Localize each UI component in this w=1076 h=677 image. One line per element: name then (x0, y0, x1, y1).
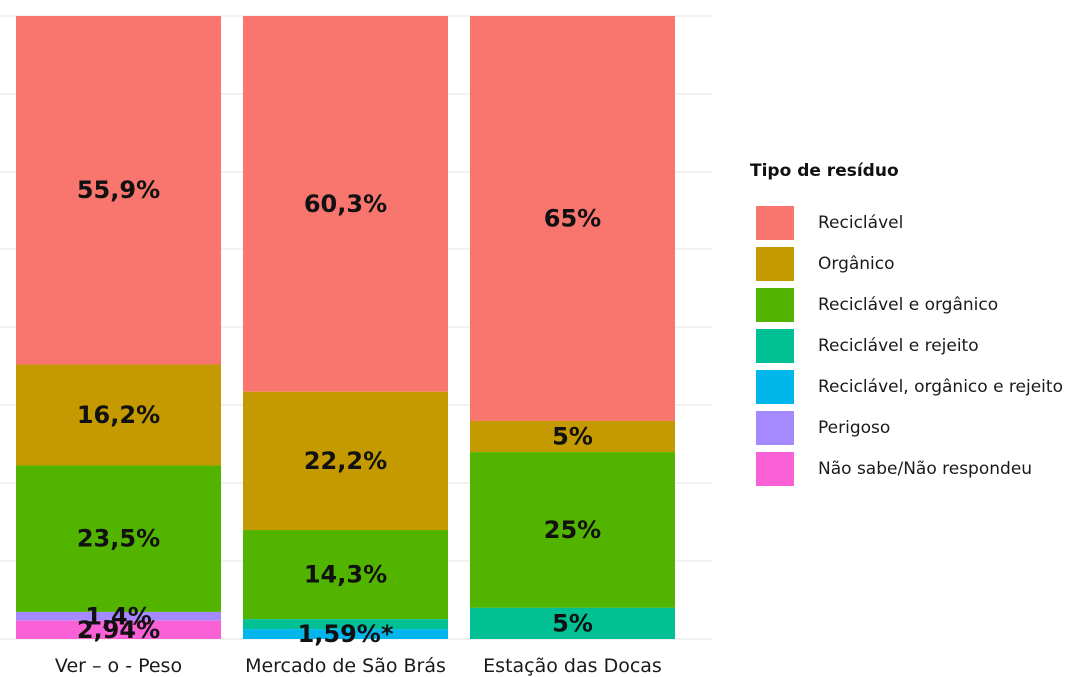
legend-key (756, 452, 794, 486)
bar-value-label: 25% (544, 516, 601, 544)
bar-segment (470, 607, 675, 639)
legend-label: Reciclável, orgânico e rejeito (818, 377, 1063, 397)
legend-key (756, 288, 794, 322)
bar-segment (243, 391, 448, 531)
legend-label: Reciclável e orgânico (818, 295, 998, 315)
bar-segment (16, 16, 221, 365)
bar-value-label: 5% (552, 609, 593, 637)
x-tick-label: Mercado de São Brás (245, 655, 446, 677)
bar-value-label: 14,3% (304, 561, 387, 589)
legend-label: Não sabe/Não respondeu (818, 459, 1032, 479)
bar-segment (16, 364, 221, 466)
legend-label: Perigoso (818, 418, 890, 438)
legend: Tipo de resíduo Reciclável Orgânico Recicl… (750, 161, 1063, 486)
bar-segment (470, 420, 675, 453)
bar-segment (243, 16, 448, 392)
bar-value-label: 2,94% (77, 616, 160, 644)
bar-value-label: 23,5% (77, 525, 160, 553)
bar-segment (470, 452, 675, 608)
x-tick-label: Ver – o - Peso (55, 655, 182, 677)
legend-label: Reciclável (818, 213, 903, 233)
legend-key (756, 206, 794, 240)
bar-value-label: 65% (544, 204, 601, 232)
bar-segment (16, 611, 221, 621)
bar-value-label: 1,59%* (298, 620, 394, 648)
legend-key (756, 247, 794, 281)
bar-segment (16, 620, 221, 639)
legend-title: Tipo de resíduo (750, 161, 899, 181)
legend-key (756, 411, 794, 445)
bar-segment (243, 629, 448, 639)
bar-value-label: 22,2% (304, 447, 387, 475)
x-tick-label: Estação das Docas (483, 655, 662, 677)
bar-value-label: 16,2% (77, 401, 160, 429)
bar-segment (243, 619, 448, 630)
bar-segment (16, 465, 221, 612)
bar-segment (470, 16, 675, 421)
bar-value-label: 60,3% (304, 190, 387, 218)
bar-value-label: 55,9% (77, 176, 160, 204)
bar-value-label: 5% (552, 423, 593, 451)
legend-label: Reciclável e rejeito (818, 336, 979, 356)
legend-key (756, 370, 794, 404)
bar-segment (243, 530, 448, 620)
legend-label: Orgânico (818, 254, 895, 274)
legend-key (756, 329, 794, 363)
x-tick-labels: Ver – o - Peso Mercado de São Brás Estação… (55, 655, 662, 677)
bars: 55,9% 16,2% 23,5% 1,4%2,94% 60,3% 22,2% 14,3% 1… (16, 16, 675, 648)
bar-value-label: 1,4% (85, 602, 152, 630)
